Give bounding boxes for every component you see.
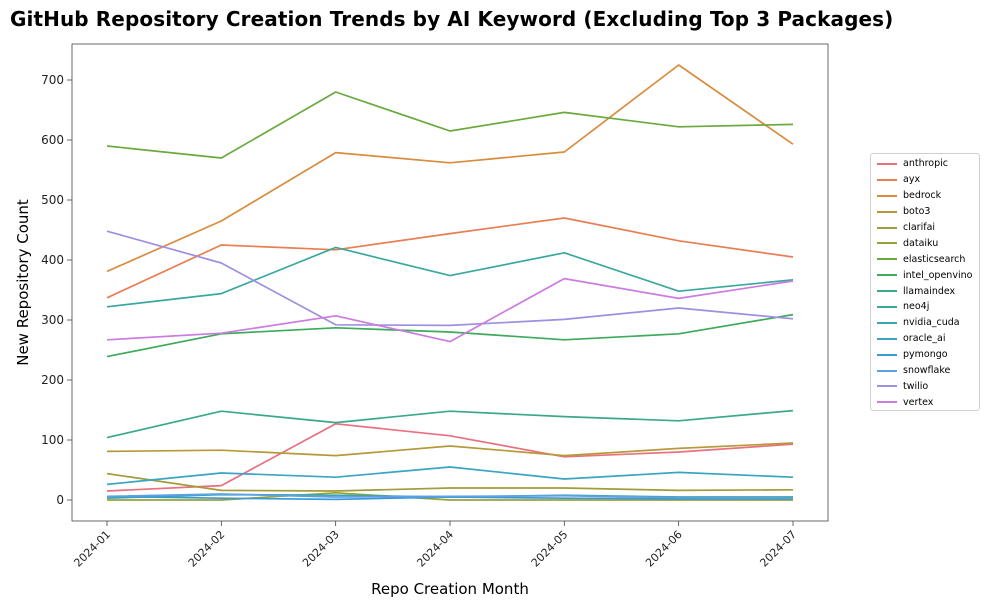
y-axis: 0 100 200 300 400 500 600 700 <box>41 73 72 507</box>
legend-label: snowflake <box>903 365 951 377</box>
y-tick-label: 200 <box>41 373 64 387</box>
y-tick-label: 500 <box>41 193 64 207</box>
legend-label: twilio <box>903 380 929 392</box>
legend-item: bedrock <box>871 188 979 204</box>
legend-item: snowflake <box>871 363 979 379</box>
x-axis-label: Repo Creation Month <box>371 580 529 598</box>
legend-item: elasticsearch <box>871 251 979 267</box>
y-tick-label: 700 <box>41 73 64 87</box>
legend-item: nvidia_cuda <box>871 315 979 331</box>
x-axis: 2024-01 2024-02 2024-03 2024-04 2024-05 2024-… <box>71 521 799 570</box>
chart-legend: anthropic ayx bedrock boto3 clarifai dataiku e… <box>870 153 980 411</box>
legend-label: dataiku <box>903 237 939 249</box>
legend-swatch <box>877 337 897 340</box>
y-tick-label: 0 <box>56 493 64 507</box>
legend-label: pymongo <box>903 349 948 361</box>
legend-swatch <box>877 242 897 245</box>
legend-item: boto3 <box>871 204 979 220</box>
legend-label: llamaindex <box>903 285 956 297</box>
y-tick-label: 400 <box>41 253 64 267</box>
legend-swatch <box>877 210 897 213</box>
legend-swatch <box>877 178 897 181</box>
x-tick-label: 2024-05 <box>529 528 571 570</box>
y-tick-label: 100 <box>41 433 64 447</box>
legend-swatch <box>877 353 897 356</box>
series-line-neo4j <box>106 246 794 308</box>
legend-label: anthropic <box>903 158 948 170</box>
legend-item: neo4j <box>871 299 979 315</box>
legend-label: bedrock <box>903 190 942 202</box>
y-tick-label: 300 <box>41 313 64 327</box>
y-tick-label: 600 <box>41 133 64 147</box>
legend-swatch <box>877 369 897 372</box>
series-line-elasticsearch <box>106 91 794 159</box>
chart-title: GitHub Repository Creation Trends by AI … <box>10 7 894 31</box>
legend-item: pymongo <box>871 347 979 363</box>
series-line-vertex <box>106 277 794 343</box>
series-line-intel-openvino <box>106 313 794 358</box>
legend-swatch <box>877 290 897 293</box>
legend-item: clarifai <box>871 220 979 236</box>
series-line-bedrock <box>106 64 794 273</box>
series-line-boto3 <box>106 442 794 457</box>
legend-label: elasticsearch <box>903 253 966 265</box>
legend-swatch <box>877 226 897 229</box>
x-tick-label: 2024-02 <box>186 528 228 570</box>
series-lines <box>106 64 794 501</box>
x-tick-label: 2024-04 <box>414 528 456 570</box>
legend-swatch <box>877 162 897 165</box>
series-line-llamaindex <box>106 409 794 439</box>
x-tick-label: 2024-03 <box>300 528 342 570</box>
legend-label: boto3 <box>903 206 931 218</box>
series-line-dataiku <box>107 491 793 501</box>
legend-item: llamaindex <box>871 283 979 299</box>
y-axis-label: New Repository Count <box>14 199 32 366</box>
series-line-twilio <box>106 230 794 327</box>
legend-item: intel_openvino <box>871 267 979 283</box>
legend-swatch <box>877 274 897 277</box>
legend-item: oracle_ai <box>871 331 979 347</box>
legend-swatch <box>877 194 897 197</box>
legend-label: nvidia_cuda <box>903 317 960 329</box>
legend-swatch <box>877 305 897 308</box>
legend-label: oracle_ai <box>903 333 946 345</box>
series-line-snowflake <box>106 493 794 500</box>
series-line-anthropic <box>106 422 794 492</box>
legend-swatch <box>877 258 897 261</box>
legend-swatch <box>877 321 897 324</box>
legend-item: ayx <box>871 172 979 188</box>
legend-label: neo4j <box>903 301 930 313</box>
series-line-ayx <box>106 217 794 299</box>
legend-label: clarifai <box>903 222 936 233</box>
legend-item: anthropic <box>871 156 979 172</box>
series-line-oracle-ai <box>106 466 794 486</box>
x-tick-label: 2024-01 <box>71 528 113 570</box>
legend-item: twilio <box>871 378 979 394</box>
legend-swatch <box>877 401 897 404</box>
legend-item: vertex <box>871 394 979 410</box>
legend-label: vertex <box>903 396 934 408</box>
legend-item: dataiku <box>871 235 979 251</box>
legend-label: intel_openvino <box>903 269 973 281</box>
x-tick-label: 2024-06 <box>643 528 685 570</box>
x-tick-label: 2024-07 <box>757 528 799 570</box>
legend-label: ayx <box>903 174 921 186</box>
legend-swatch <box>877 385 897 388</box>
series-line-clarifai <box>106 472 794 492</box>
